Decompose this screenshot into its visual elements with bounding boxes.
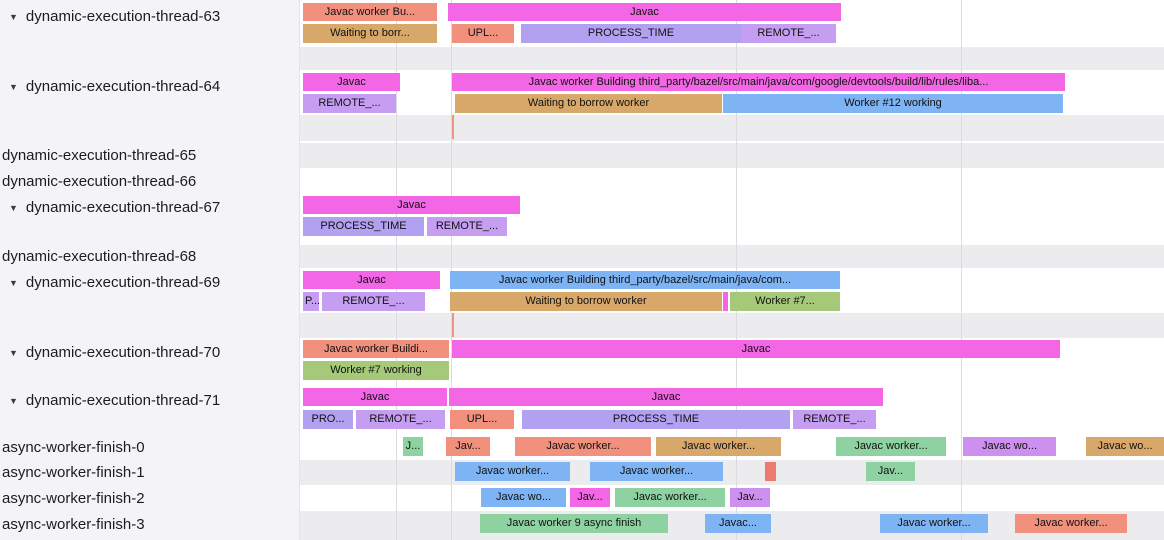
trace-event[interactable]: Javac worker 9 async finish: [480, 514, 668, 533]
trace-event[interactable]: Javac worker Building third_party/bazel/…: [450, 271, 840, 289]
trace-event[interactable]: Javac worker Buildi...: [303, 340, 449, 358]
trace-event[interactable]: Javac worker...: [590, 462, 723, 481]
trace-event[interactable]: PROCESS_TIME: [522, 410, 790, 429]
trace-event[interactable]: J...: [403, 437, 423, 456]
trace-event[interactable]: Javac wo...: [481, 488, 566, 507]
expander-icon[interactable]: ▼: [9, 347, 18, 358]
trace-event[interactable]: Worker #7...: [730, 292, 840, 311]
expander-icon[interactable]: ▼: [9, 11, 18, 22]
row-stripe: [300, 115, 1164, 141]
trace-event[interactable]: Worker #12 working: [723, 94, 1063, 113]
trace-event[interactable]: Javac: [303, 73, 400, 91]
trace-event[interactable]: Javac worker Building third_party/bazel/…: [452, 73, 1065, 91]
time-gridline: [961, 0, 962, 540]
trace-event[interactable]: Javac: [303, 388, 447, 406]
trace-event[interactable]: Javac wo...: [1086, 437, 1164, 456]
thread-name-label: async-worker-finish-2: [2, 489, 145, 507]
row-stripe: [300, 245, 1164, 268]
trace-event[interactable]: Javac worker...: [1015, 514, 1127, 533]
trace-event[interactable]: Javac: [449, 388, 883, 406]
thread-name-label: dynamic-execution-thread-69: [25, 273, 221, 291]
expander-icon[interactable]: ▼: [9, 202, 18, 213]
trace-event[interactable]: Javac worker...: [455, 462, 570, 481]
thread-row-dynamic-execution-thread-67[interactable]: ▼ dynamic-execution-thread-67: [0, 196, 300, 218]
trace-event[interactable]: REMOTE_...: [741, 24, 836, 43]
thread-row-dynamic-execution-thread-65[interactable]: dynamic-execution-thread-65: [0, 144, 300, 166]
trace-event[interactable]: P...: [303, 292, 319, 311]
row-stripe: [300, 47, 1164, 70]
thread-name-label: async-worker-finish-0: [2, 438, 145, 456]
trace-event[interactable]: PROCESS_TIME: [521, 24, 741, 43]
trace-event[interactable]: REMOTE_...: [303, 94, 396, 113]
trace-event[interactable]: UPL...: [452, 24, 514, 43]
thread-name-label: dynamic-execution-thread-68: [2, 247, 197, 265]
time-gridline: [736, 0, 737, 540]
time-gridline: [451, 0, 452, 540]
row-stripe: [300, 460, 1164, 485]
trace-event[interactable]: Javac wo...: [963, 437, 1056, 456]
trace-event[interactable]: REMOTE_...: [356, 410, 445, 429]
row-stripe: [300, 313, 1164, 338]
row-stripe: [300, 143, 1164, 168]
thread-row-dynamic-execution-thread-68[interactable]: dynamic-execution-thread-68: [0, 245, 300, 267]
thread-row-dynamic-execution-thread-71[interactable]: ▼ dynamic-execution-thread-71: [0, 389, 300, 411]
trace-event[interactable]: Jav...: [570, 488, 610, 507]
thread-row-dynamic-execution-thread-63[interactable]: ▼ dynamic-execution-thread-63: [0, 5, 300, 27]
trace-event-tick[interactable]: [452, 115, 454, 139]
time-gridline: [396, 0, 397, 540]
thread-name-label: dynamic-execution-thread-70: [25, 343, 221, 361]
thread-row-dynamic-execution-thread-70[interactable]: ▼ dynamic-execution-thread-70: [0, 341, 300, 363]
trace-event-tick[interactable]: [452, 313, 454, 337]
trace-event[interactable]: Javac...: [705, 514, 771, 533]
trace-event[interactable]: [765, 462, 776, 481]
trace-event[interactable]: REMOTE_...: [322, 292, 425, 311]
trace-event[interactable]: PRO...: [303, 410, 353, 429]
thread-name-label: async-worker-finish-1: [2, 463, 145, 481]
thread-row-dynamic-execution-thread-66[interactable]: dynamic-execution-thread-66: [0, 170, 300, 192]
thread-name-label: dynamic-execution-thread-63: [25, 7, 221, 25]
thread-row-async-worker-finish-1[interactable]: async-worker-finish-1: [0, 461, 300, 483]
trace-event[interactable]: Jav...: [866, 462, 915, 481]
trace-event[interactable]: Jav...: [730, 488, 770, 507]
trace-event[interactable]: Javac: [303, 271, 440, 289]
thread-row-async-worker-finish-0[interactable]: async-worker-finish-0: [0, 436, 300, 458]
thread-name-label: dynamic-execution-thread-71: [25, 391, 221, 409]
trace-event[interactable]: PROCESS_TIME: [303, 217, 424, 236]
thread-row-dynamic-execution-thread-64[interactable]: ▼ dynamic-execution-thread-64: [0, 75, 300, 97]
trace-event[interactable]: Javac worker...: [656, 437, 781, 456]
trace-event[interactable]: Waiting to borr...: [303, 24, 437, 43]
thread-name-label: dynamic-execution-thread-65: [2, 146, 197, 164]
trace-event[interactable]: REMOTE_...: [793, 410, 876, 429]
trace-event[interactable]: Javac: [452, 340, 1060, 358]
expander-icon[interactable]: ▼: [9, 395, 18, 406]
trace-event[interactable]: Javac worker...: [515, 437, 651, 456]
trace-event[interactable]: Javac worker...: [836, 437, 946, 456]
thread-name-label: dynamic-execution-thread-67: [25, 198, 221, 216]
trace-event[interactable]: Javac: [448, 3, 841, 21]
trace-event[interactable]: [723, 292, 728, 311]
trace-event[interactable]: Worker #7 working: [303, 361, 449, 380]
trace-event[interactable]: Javac worker Bu...: [303, 3, 437, 21]
expander-icon[interactable]: ▼: [9, 277, 18, 288]
thread-row-dynamic-execution-thread-69[interactable]: ▼ dynamic-execution-thread-69: [0, 271, 300, 293]
trace-event[interactable]: Javac: [303, 196, 520, 214]
thread-row-async-worker-finish-3[interactable]: async-worker-finish-3: [0, 513, 300, 535]
thread-name-label: async-worker-finish-3: [2, 515, 145, 533]
trace-event[interactable]: Waiting to borrow worker: [455, 94, 722, 113]
expander-icon[interactable]: ▼: [9, 81, 18, 92]
trace-event[interactable]: Javac worker...: [880, 514, 988, 533]
thread-list-panel: ▼ dynamic-execution-thread-63 ▼ dynamic-exe…: [0, 0, 300, 540]
thread-name-label: dynamic-execution-thread-64: [25, 77, 221, 95]
trace-event[interactable]: Javac worker...: [615, 488, 725, 507]
thread-row-async-worker-finish-2[interactable]: async-worker-finish-2: [0, 487, 300, 509]
trace-event[interactable]: UPL...: [450, 410, 514, 429]
trace-event[interactable]: Jav...: [446, 437, 490, 456]
trace-event[interactable]: Waiting to borrow worker: [450, 292, 722, 311]
trace-event[interactable]: REMOTE_...: [427, 217, 507, 236]
thread-name-label: dynamic-execution-thread-66: [2, 172, 197, 190]
